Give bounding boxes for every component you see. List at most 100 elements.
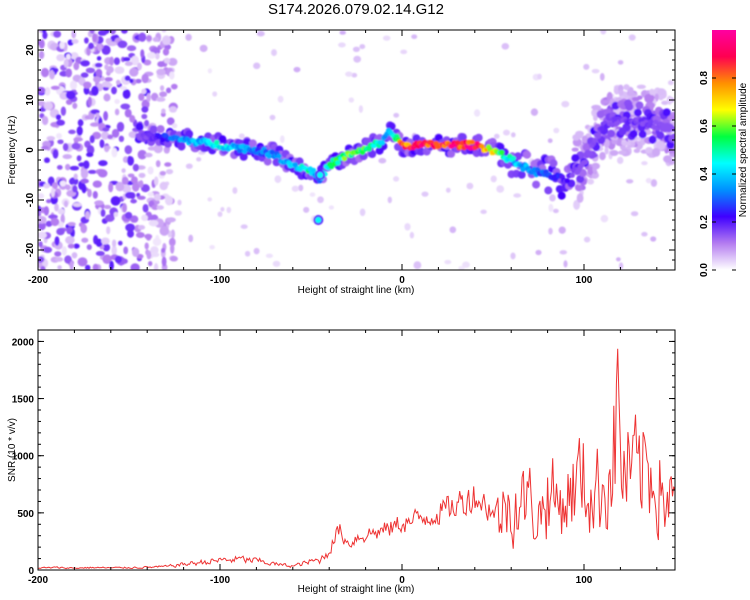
spectrogram-cell [636, 84, 646, 90]
spectrogram-cell [86, 152, 94, 158]
spectrogram-cell [129, 67, 139, 77]
spectrogram-cell [143, 59, 152, 66]
spectrogram-cell [56, 228, 65, 236]
spectrogram-cell [217, 211, 223, 217]
spectrogram-cell [43, 183, 51, 189]
spectrogram-cell [64, 255, 72, 264]
spectrogram-cell [41, 67, 49, 78]
spectrogram-cell [666, 140, 675, 149]
spectrogram-cell [583, 63, 590, 70]
spectrogram-cell [66, 226, 73, 234]
spectrogram-cell [57, 208, 65, 215]
spectrogram-cell [549, 159, 558, 168]
spectrogram-cell [600, 30, 607, 35]
spectrogram-cell [253, 247, 260, 255]
spectrogram-cell [253, 62, 261, 70]
spectrogram-cell [501, 42, 510, 50]
spectrogram-cell [57, 139, 64, 145]
spectrogram-cell [517, 170, 526, 179]
spectrogram-cell [102, 82, 113, 88]
spectrogram-cell [117, 40, 128, 49]
spectrogram-cell [608, 121, 615, 127]
spectrogram-cell [56, 165, 63, 170]
spectrogram-cell [60, 106, 67, 116]
spectrogram-cell [159, 85, 165, 91]
spectrogram-cell [404, 223, 411, 231]
spectrogram-cell [558, 226, 566, 234]
spectrogram-cell [50, 187, 55, 198]
spectrogram-cell [135, 122, 144, 131]
spectrogram-cell [69, 80, 78, 90]
spectrogram-cell [72, 202, 82, 208]
spectrogram-cell [271, 49, 277, 57]
spectrogram-cell [40, 265, 46, 270]
spectrogram-cell [62, 154, 73, 160]
spectrogram-cell [96, 56, 102, 61]
spectrogram-cell [76, 155, 82, 162]
spectrogram-cell [141, 73, 149, 84]
spectrogram-cell [83, 160, 90, 170]
spectrogram-cell [650, 179, 658, 187]
spectrogram-cell [583, 236, 591, 243]
spectrogram-cell [104, 64, 109, 71]
spectrogram-cell [168, 106, 178, 113]
spectrogram-cell [130, 263, 140, 270]
spectrogram-cell [469, 139, 476, 145]
spectrogram-cell [124, 145, 133, 155]
spectrogram-cell [266, 153, 272, 159]
spectrogram-cell [238, 133, 245, 139]
x-tick-label: -200 [28, 575, 48, 586]
spectrogram-cell [616, 156, 624, 165]
spectrogram-cell [298, 184, 304, 192]
spectrogram-cell [591, 172, 596, 179]
spectrogram-cell [571, 154, 580, 163]
spectrogram-cell [140, 184, 150, 193]
spectrogram-cell [170, 83, 178, 90]
spectrogram-cell [46, 199, 52, 204]
spectrogram-cell [52, 67, 59, 73]
snr-y-label: SNR (10 * v/v) [7, 418, 18, 482]
spectrogram-cell [496, 185, 505, 193]
spectrogram-cell [114, 255, 122, 264]
spectrogram-cell [56, 119, 65, 126]
spectrogram-cell [587, 150, 593, 156]
colorbar-bar [712, 30, 736, 270]
spectrogram-cell [161, 35, 171, 46]
spectrogram-cell [38, 212, 42, 217]
spectrogram-cell [663, 155, 673, 163]
spectrogram-cell [87, 169, 97, 174]
spectrogram-cell [645, 177, 652, 184]
spectrogram-cell [626, 91, 637, 97]
spectrogram-cell [661, 89, 667, 95]
spectrogram-cell [137, 62, 142, 71]
spectrogram-cell [44, 87, 51, 96]
spectrogram-cell [68, 129, 76, 135]
spectrogram-cell [155, 52, 160, 60]
spectrogram-cell [387, 196, 392, 204]
spectrogram-cell [67, 243, 75, 249]
spectrogram-cell [41, 145, 49, 150]
spectrogram-cell [572, 134, 580, 141]
spectrogram-cell [135, 78, 142, 84]
spectrogram-cell [167, 57, 178, 66]
spectrogram-cell [50, 217, 60, 227]
spectrogram-cell [89, 30, 95, 35]
spectrogram-cell [104, 145, 111, 150]
spectrogram-cell [81, 184, 87, 194]
spectrogram-cell [111, 239, 117, 248]
spectrogram-cell [146, 51, 156, 59]
spectrogram-cell [109, 56, 114, 66]
spectrogram-cell [207, 197, 212, 202]
spectrogram-cell [92, 33, 97, 43]
spectrogram-cell [45, 220, 53, 227]
spectrogram-cell [447, 149, 456, 158]
spectrogram-cell [168, 237, 176, 247]
spectrogram-cell [582, 159, 589, 165]
spectrogram-cell [655, 140, 666, 151]
spectrogram-cell [548, 203, 554, 212]
colorbar-tick-label: 0.8 [699, 71, 710, 85]
spectrogram-cell [652, 119, 659, 125]
spectrogram-cell [127, 156, 135, 166]
spectrogram-cell [121, 176, 129, 185]
